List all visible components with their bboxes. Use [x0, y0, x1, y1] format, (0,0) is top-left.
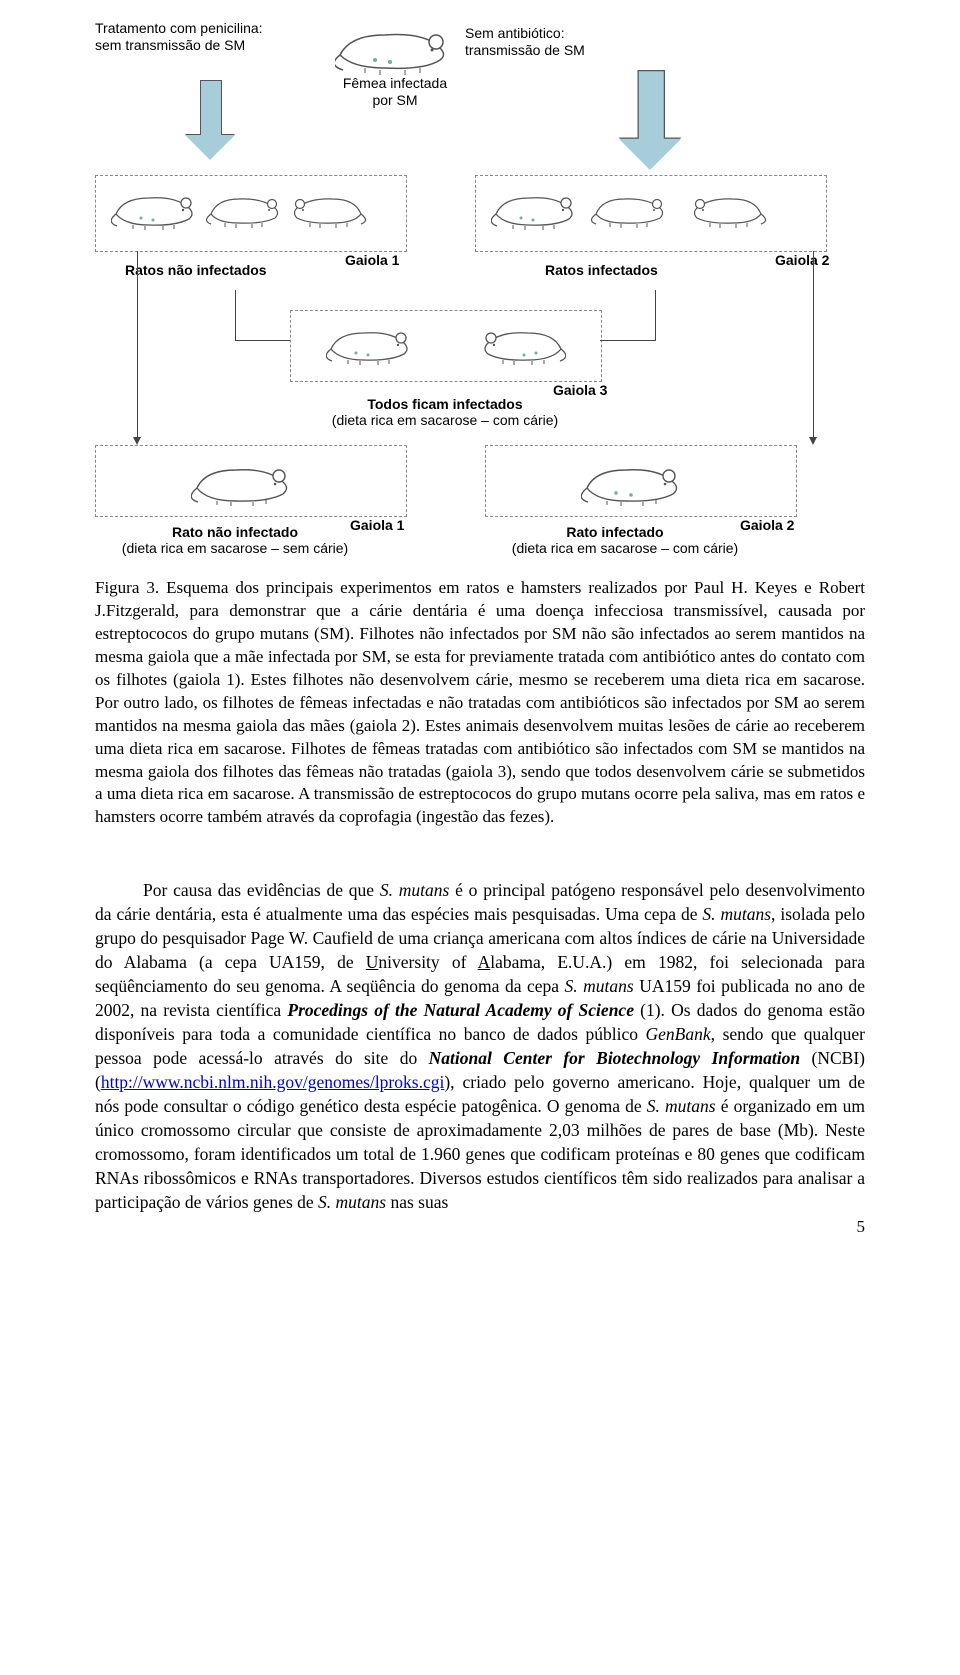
- org-name: National Center for Biotechnology Inform…: [429, 1048, 800, 1068]
- cage-1-box: [95, 175, 407, 252]
- species-name: S. mutans: [565, 976, 634, 996]
- cage-2-box: [475, 175, 827, 252]
- figure-caption: Figura 3. Esquema dos principais experim…: [95, 577, 865, 829]
- text: niversity of: [378, 952, 477, 972]
- arrow-right-icon: [619, 70, 682, 170]
- label-no-antibiotic: Sem antibiótico: transmissão de SM: [465, 25, 645, 59]
- rat-icon: [191, 456, 291, 506]
- rat-icon: [591, 189, 666, 229]
- species-name: S. mutans: [702, 904, 771, 924]
- final-cage1-label: Gaiola 1: [350, 517, 404, 534]
- journal-name: Procedings of the Natural Academy of Sci…: [287, 1000, 634, 1020]
- rat-icon: [111, 186, 196, 231]
- final-cage-1: [95, 445, 407, 517]
- rat-icon: [481, 321, 566, 366]
- infected-label: Ratos infectados: [545, 262, 658, 279]
- rat-icon: [326, 321, 411, 366]
- db-name: GenBank: [646, 1024, 711, 1044]
- arrow-left-icon: [185, 80, 235, 160]
- connector-line: [235, 290, 236, 340]
- not-infected-label: Ratos não infectados: [125, 262, 267, 279]
- species-name: S. mutans: [380, 880, 449, 900]
- label-mother: Fêmea infectada por SM: [335, 75, 455, 109]
- connector-line: [235, 340, 290, 341]
- final-left-2: (dieta rica em sacarose – sem cárie): [95, 540, 375, 557]
- cage1-label: Gaiola 1: [345, 252, 399, 269]
- all-infected-1: Todos ficam infectados: [310, 396, 580, 413]
- page-number: 5: [857, 1217, 866, 1237]
- rat-icon: [491, 186, 576, 231]
- all-infected-2: (dieta rica em sacarose – com cárie): [305, 412, 585, 429]
- long-arrow-right: [813, 251, 814, 437]
- text: U: [366, 952, 379, 972]
- final-cage-2: [485, 445, 797, 517]
- cage-3-box: [290, 310, 602, 382]
- connector-line: [600, 340, 656, 341]
- body-paragraph: Por causa das evidências de que S. mutan…: [95, 879, 865, 1215]
- connector-line: [655, 290, 656, 340]
- species-name: S. mutans: [318, 1192, 386, 1212]
- cage2-label: Gaiola 2: [775, 252, 829, 269]
- arrow-head-icon: [809, 437, 817, 445]
- text: nas suas: [386, 1192, 448, 1212]
- final-left-1: Rato não infectado: [145, 524, 325, 541]
- arrow-head-icon: [133, 437, 141, 445]
- final-right-1: Rato infectado: [525, 524, 705, 541]
- mother-rat-icon: [335, 20, 450, 75]
- rat-icon: [581, 456, 681, 506]
- species-name: S. mutans: [647, 1096, 716, 1116]
- text: Por causa das evidências de que: [143, 880, 380, 900]
- rat-icon: [291, 189, 366, 229]
- final-right-2: (dieta rica em sacarose – com cárie): [485, 540, 765, 557]
- rat-icon: [691, 189, 766, 229]
- label-penicillin: Tratamento com penicilina: sem transmiss…: [95, 20, 295, 54]
- final-cage2-label: Gaiola 2: [740, 517, 794, 534]
- rat-icon: [206, 189, 281, 229]
- text: A: [478, 952, 491, 972]
- ncbi-link[interactable]: http://www.ncbi.nlm.nih.gov/genomes/lpro…: [101, 1072, 445, 1092]
- experiment-diagram: Tratamento com penicilina: sem transmiss…: [95, 20, 865, 555]
- long-arrow-left: [137, 251, 138, 437]
